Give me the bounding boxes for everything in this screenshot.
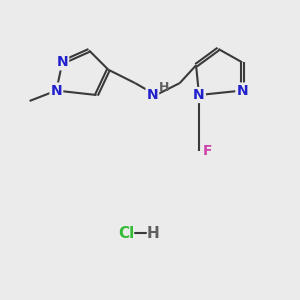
Text: H: H	[159, 81, 169, 94]
Text: N: N	[51, 84, 62, 98]
Text: H: H	[147, 226, 159, 241]
Text: N: N	[193, 88, 205, 102]
Text: N: N	[147, 88, 158, 102]
Text: N: N	[236, 84, 248, 98]
Text: Cl: Cl	[118, 226, 134, 241]
Text: N: N	[56, 55, 68, 69]
Text: F: F	[203, 145, 213, 158]
